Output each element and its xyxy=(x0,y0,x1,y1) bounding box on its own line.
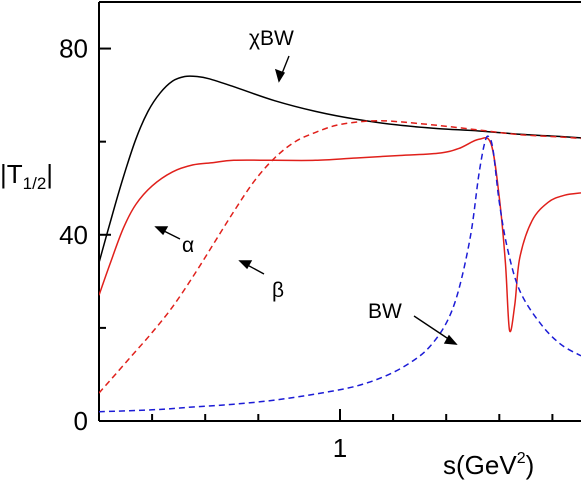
x-tick-label: 1 xyxy=(333,433,347,463)
series-line-chibw xyxy=(99,75,581,263)
series-line-alpha xyxy=(99,137,581,333)
annotation-beta: β xyxy=(272,279,284,302)
annotation-alpha: α xyxy=(182,234,194,257)
y-tick-label: 0 xyxy=(74,406,88,436)
x-axis-label: s(GeV2) xyxy=(443,450,534,480)
x-axis-label-main: s(GeV xyxy=(443,450,517,480)
chibw-arrowhead xyxy=(274,68,286,83)
series-layer xyxy=(99,75,581,413)
y-axis-label: |T1/2| xyxy=(0,159,53,193)
alpha-arrowhead xyxy=(154,226,169,236)
annotation-arrows xyxy=(154,55,458,345)
x-axis-label-close: ) xyxy=(526,450,535,480)
beta-arrowhead xyxy=(238,260,253,270)
annotation-chibw: χBW xyxy=(249,27,294,50)
y-axis-label-close: | xyxy=(46,159,53,189)
series-line-beta xyxy=(99,119,581,394)
axis-ticks: 0 40 80 1 xyxy=(59,34,554,463)
y-tick-label: 80 xyxy=(59,34,88,64)
series-line-bw xyxy=(99,135,581,413)
x-axis-label-sup: 2 xyxy=(517,450,526,467)
y-axis-label-sub: 1/2 xyxy=(23,174,47,193)
annotation-bw: BW xyxy=(368,300,402,323)
bw-arrowhead xyxy=(443,334,458,345)
plot-frame xyxy=(98,1,581,422)
y-tick-label: 40 xyxy=(59,220,88,250)
y-axis-label-main: |T xyxy=(0,159,23,189)
